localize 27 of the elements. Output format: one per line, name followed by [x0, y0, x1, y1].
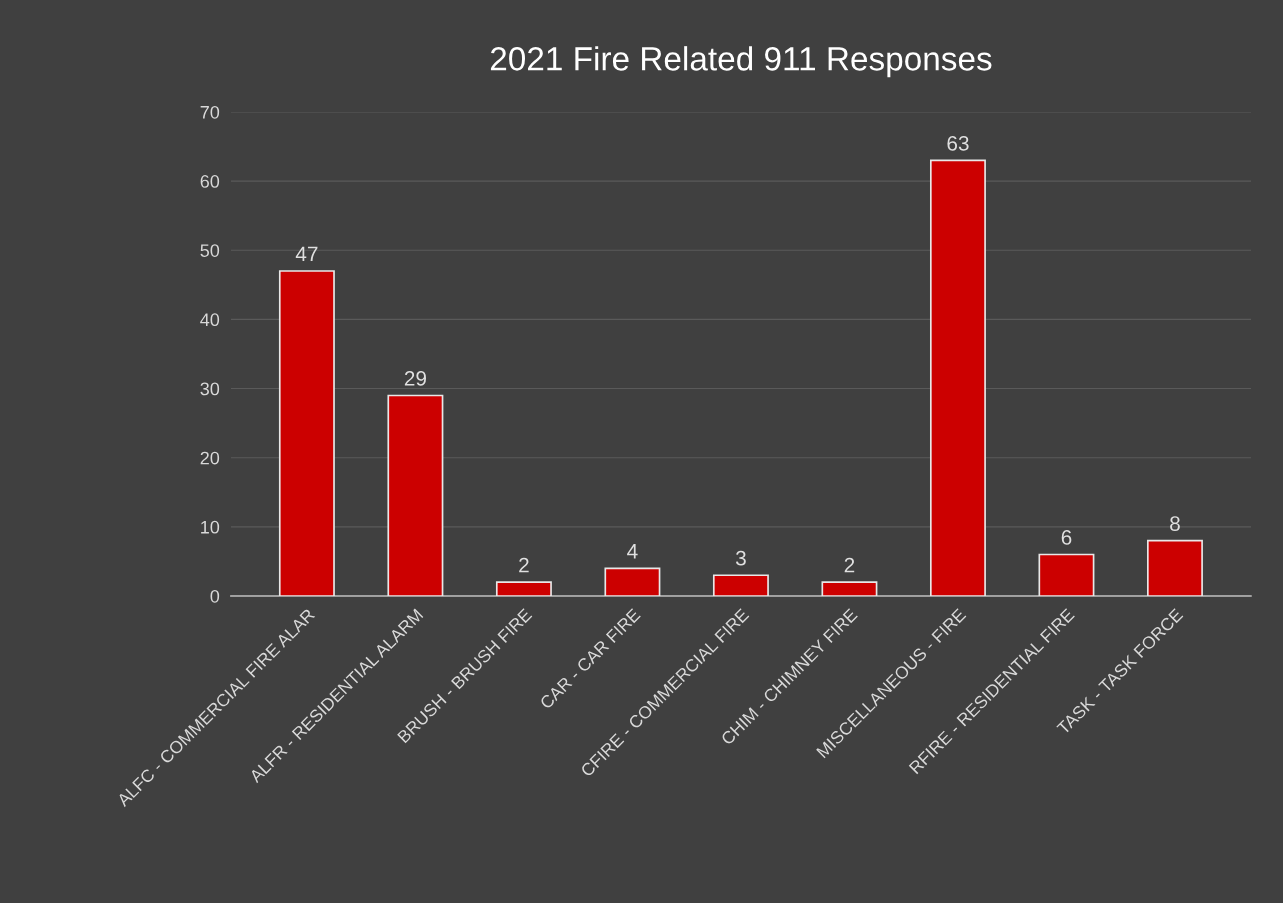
data-label: 63 [947, 135, 969, 151]
data-label: 29 [404, 371, 427, 386]
y-tick-label: 50 [200, 244, 220, 257]
bar [495, 581, 552, 596]
y-tick-label: 70 [200, 105, 220, 119]
bar [278, 270, 335, 596]
bar [712, 574, 769, 596]
chart-title: 2021 Fire Related 911 Responses [490, 46, 992, 78]
bar [387, 394, 444, 596]
bar [1147, 539, 1203, 596]
bar [604, 567, 661, 596]
data-label: 6 [1061, 530, 1072, 545]
y-tick-label: 20 [200, 451, 220, 465]
y-tick-label: 30 [200, 382, 220, 396]
bar [1038, 553, 1095, 596]
data-label: 3 [735, 550, 746, 566]
data-label: 4 [627, 544, 638, 559]
y-tick-label: 10 [201, 520, 220, 534]
y-tick-label: 40 [200, 313, 220, 327]
data-label: 8 [1170, 516, 1180, 531]
bar [821, 581, 878, 596]
data-label: 47 [295, 246, 318, 262]
y-tick-label: 60 [200, 175, 220, 188]
y-tick-label: 0 [210, 589, 220, 603]
data-label: 2 [519, 557, 529, 573]
bar [929, 159, 986, 596]
data-label: 2 [844, 557, 855, 573]
